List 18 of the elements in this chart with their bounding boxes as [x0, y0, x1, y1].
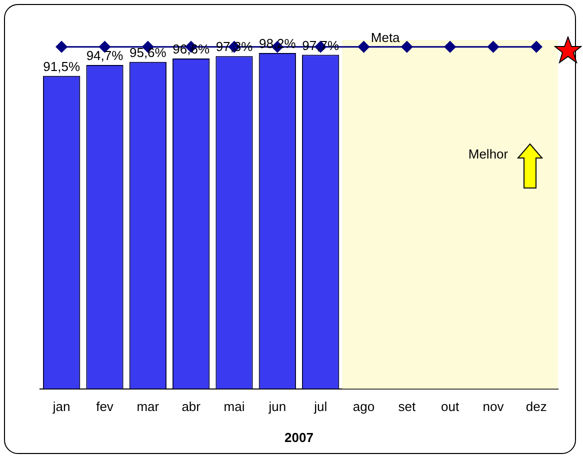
x-tick-label: jan	[52, 399, 70, 414]
x-tick-label: jul	[313, 399, 328, 414]
x-tick-label: mar	[136, 399, 160, 414]
series-label: Meta	[370, 30, 401, 45]
data-label: 95,6%	[129, 44, 167, 60]
data-label: 94,7%	[86, 48, 124, 64]
annotation: Melhor	[468, 146, 509, 162]
x-tick-label: dez	[526, 399, 547, 414]
x-tick-label: mai	[224, 399, 245, 414]
x-tick-label: jun	[268, 399, 286, 414]
x-tick-label: abr	[182, 399, 202, 414]
x-axis-title: 2007	[284, 430, 314, 445]
x-tick-label: nov	[482, 399, 504, 414]
x-tick-label: set	[398, 399, 416, 414]
x-tick-label: ago	[352, 399, 375, 414]
x-tick-label: fev	[96, 399, 114, 414]
x-tick-label: out	[441, 399, 460, 414]
data-label: 91,5%	[43, 58, 80, 74]
